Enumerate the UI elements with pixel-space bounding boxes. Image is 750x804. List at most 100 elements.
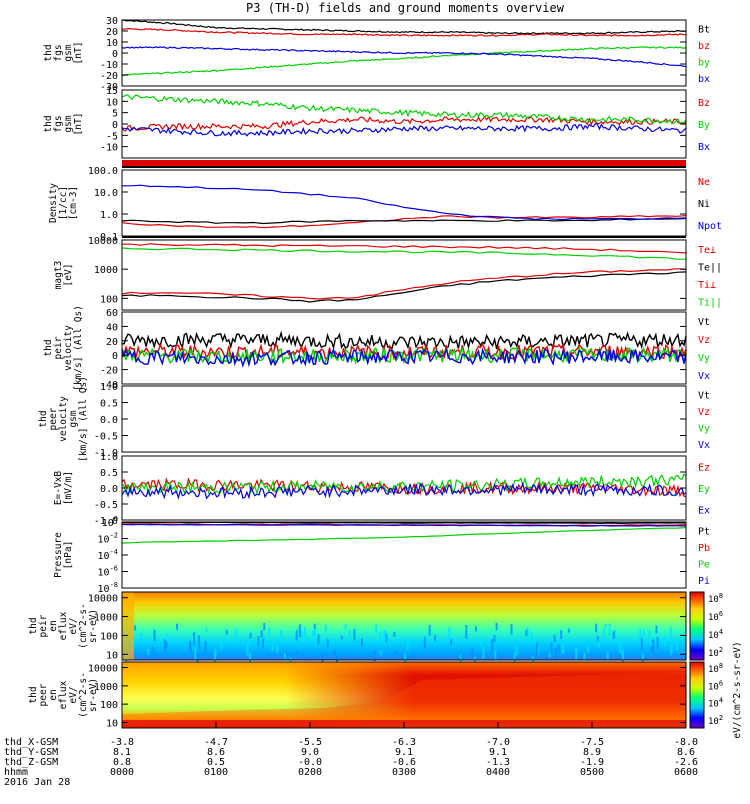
heatmap-texture bbox=[531, 656, 534, 666]
series-Bz-line bbox=[121, 115, 687, 132]
y-tick-label: 0 bbox=[112, 351, 118, 362]
x-row-label: thd_X-GSM bbox=[4, 737, 58, 748]
heatmap-texture bbox=[650, 646, 653, 651]
y-axis-label: en bbox=[48, 620, 59, 631]
x-tick-label: -0.0 bbox=[298, 757, 322, 768]
colorbar-tick-label: 104 bbox=[708, 697, 723, 710]
y-axis-label: gsm bbox=[63, 44, 74, 61]
heatmap-texture bbox=[621, 649, 624, 656]
y-tick-label: 0.5 bbox=[100, 399, 118, 410]
x-row-label: thd_Y-GSM bbox=[4, 747, 58, 758]
legend-Ti: Ti⊥ bbox=[698, 280, 716, 291]
heatmap-texture bbox=[474, 656, 477, 665]
x-tick-label: -5.5 bbox=[298, 737, 322, 748]
heatmap-texture bbox=[494, 649, 497, 661]
y-tick-label: 10-4 bbox=[98, 548, 118, 562]
panel-temperature: 10000 1000 100 magt3 [eV] Te⊥ Te|| Ti⊥ Ti|| bbox=[53, 236, 722, 311]
tick-exponent: 6 bbox=[719, 679, 723, 687]
heatmap-texture bbox=[246, 642, 249, 656]
colorbar bbox=[689, 591, 705, 661]
heatmap-texture bbox=[260, 630, 263, 638]
heatmap-texture bbox=[163, 639, 166, 652]
x-tick-label: -4.7 bbox=[204, 737, 228, 748]
tick-base: 10 bbox=[102, 518, 114, 529]
heatmap-texture bbox=[493, 635, 496, 642]
legend-Ey: Ey bbox=[698, 484, 710, 495]
x-tick-label: -1.3 bbox=[486, 757, 510, 768]
heatmap-texture bbox=[360, 638, 363, 647]
legend-Vx: Vx bbox=[698, 440, 710, 451]
quality-flag-bar bbox=[122, 160, 686, 166]
heatmap-texture bbox=[652, 639, 655, 653]
y-axis-label: [cm-3] bbox=[68, 186, 79, 220]
heatmap-texture bbox=[313, 626, 316, 636]
heatmap-texture bbox=[606, 651, 609, 660]
heatmap-texture bbox=[465, 625, 468, 639]
x-tick-label: 0500 bbox=[580, 767, 604, 778]
heatmap-texture bbox=[587, 646, 590, 653]
y-tick-label: 10 bbox=[106, 718, 118, 729]
y-tick-label: 40 bbox=[106, 322, 118, 333]
y-axis-label: peir bbox=[38, 614, 49, 637]
y-axis-label: velocity bbox=[58, 396, 69, 442]
heatmap-texture bbox=[639, 628, 642, 639]
panel-frame bbox=[121, 169, 687, 237]
legend-Bt: Bt bbox=[698, 24, 710, 35]
y-axis-label: (cm^2-s- bbox=[78, 603, 89, 649]
y-axis-label: eV/ bbox=[68, 617, 79, 634]
heatmap-texture bbox=[153, 629, 156, 642]
heatmap-texture bbox=[423, 636, 426, 649]
x-tick-label: 9.1 bbox=[395, 747, 413, 758]
legend-Pi: Pi bbox=[698, 576, 710, 587]
tick-base: 10 bbox=[708, 613, 719, 623]
y-tick-label: 10000 bbox=[88, 236, 118, 247]
heatmap-texture bbox=[152, 646, 155, 660]
y-tick-label: 30 bbox=[106, 16, 118, 27]
heatmap-texture bbox=[321, 652, 324, 665]
y-axis-label: sr-eV) bbox=[88, 609, 99, 643]
y-axis-label: en bbox=[48, 689, 59, 700]
heatmap-texture bbox=[459, 654, 462, 662]
legend-Pt: Pt bbox=[698, 526, 710, 537]
panel-peer_velocity: 1.0 0.5 0.0 -0.5 -1.0 thd peer velocity gsm [km/s… bbox=[38, 376, 710, 462]
heatmap-texture bbox=[648, 630, 651, 639]
series-Ti-line bbox=[122, 243, 687, 254]
y-tick-label: 0.0 bbox=[100, 484, 118, 495]
legend-Te: Te|| bbox=[698, 262, 722, 273]
y-tick-label: 0 bbox=[112, 120, 118, 131]
tick-base: 10 bbox=[708, 665, 719, 675]
heatmap-texture bbox=[525, 630, 528, 636]
y-tick-label: 0 bbox=[112, 49, 118, 60]
heatmap-texture bbox=[165, 641, 168, 649]
heatmap-texture bbox=[663, 635, 666, 647]
heatmap-texture bbox=[225, 630, 228, 635]
heatmap-texture bbox=[344, 624, 347, 630]
y-tick-label: 5 bbox=[112, 109, 118, 120]
heatmap-texture bbox=[297, 627, 300, 634]
heatmap-hot-region bbox=[122, 662, 686, 728]
legend-Vy: Vy bbox=[698, 353, 710, 364]
y-axis-label: peer bbox=[38, 683, 49, 706]
tick-base: 10 bbox=[708, 700, 719, 710]
heatmap-texture bbox=[379, 631, 382, 642]
tick-exponent: 8 bbox=[719, 662, 723, 670]
series-By-line bbox=[121, 94, 687, 125]
panel-frame bbox=[121, 311, 687, 385]
colorbar-label: eV/(cm^2-s-sr-eV) bbox=[732, 641, 743, 738]
series-Te-line bbox=[121, 268, 687, 300]
y-axis-label: [km/s] (All Qs) bbox=[78, 376, 89, 462]
x-tick-label: -0.6 bbox=[392, 757, 416, 768]
heatmap-texture bbox=[214, 652, 216, 663]
y-tick-label: 100 bbox=[100, 631, 118, 642]
y-tick-label: 0.1 bbox=[100, 232, 118, 243]
tick-base: 10 bbox=[98, 551, 110, 562]
heatmap-texture bbox=[530, 631, 533, 644]
heatmap-texture bbox=[353, 628, 356, 641]
heatmap-texture bbox=[642, 629, 645, 635]
y-tick-label: 10-6 bbox=[98, 565, 118, 579]
y-axis-label: eflux bbox=[58, 611, 69, 640]
heatmap-texture bbox=[284, 653, 286, 659]
y-axis-label: fgs bbox=[53, 115, 64, 132]
heatmap-texture bbox=[450, 639, 453, 645]
